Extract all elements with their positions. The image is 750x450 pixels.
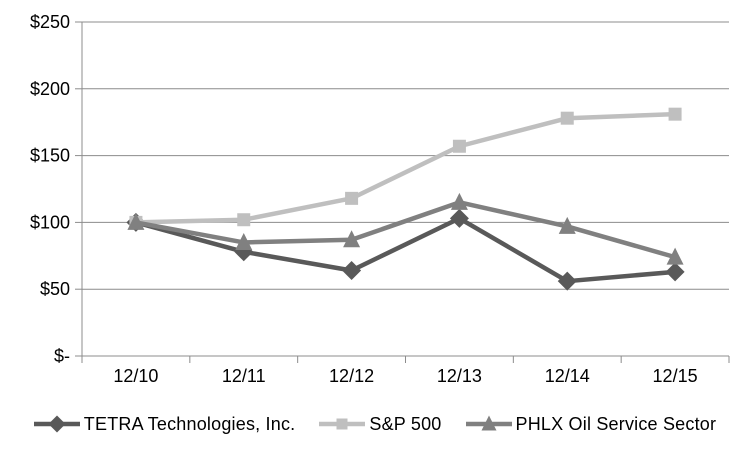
series-line-sp500: [133, 111, 678, 225]
y-tick-label: $200: [30, 79, 70, 99]
data-point-phlx-12/12: [343, 230, 361, 248]
legend-marker-triangle-icon: [465, 415, 512, 431]
x-tick-label: 12/10: [113, 366, 158, 386]
data-point-sp500-12/11: [237, 213, 251, 227]
y-tick-label: $-: [54, 346, 70, 366]
legend-item-tetra: TETRA Technologies, Inc.: [33, 413, 296, 435]
series-line-phlx: [133, 200, 678, 260]
legend-marker-diamond-icon: [33, 415, 80, 433]
y-tick-label: $50: [40, 279, 70, 299]
data-point-sp500-12/15: [668, 107, 682, 121]
data-point-phlx-12/11: [235, 232, 253, 250]
series-line-tetra: [133, 216, 678, 284]
y-tick-label: $150: [30, 146, 70, 166]
legend-item-phlx: PHLX Oil Service Sector: [465, 413, 717, 435]
legend-label-phlx: PHLX Oil Service Sector: [515, 413, 717, 434]
x-tick-label: 12/14: [545, 366, 590, 386]
x-tick-label: 12/15: [653, 366, 698, 386]
legend-label-sp500: S&P 500: [369, 413, 442, 434]
legend-glyph: [481, 415, 497, 431]
legend-item-sp500: S&P 500: [319, 414, 441, 435]
chart-svg: $250 $200 $150 $100 $50 $- 12/10 12/11 12/12 12/1…: [30, 12, 730, 386]
chart-legend: TETRA Technologies, Inc. S&P 500 PHLX Oi…: [0, 402, 750, 446]
x-tick-label: 12/12: [329, 366, 374, 386]
legend-marker-square-icon: [319, 418, 366, 430]
legend-label-tetra: TETRA Technologies, Inc.: [83, 413, 296, 434]
data-point-sp500-12/14: [560, 111, 574, 125]
legend-glyph: [48, 415, 66, 433]
y-tick-label: $250: [30, 12, 70, 32]
x-tick-label: 12/11: [222, 366, 266, 386]
data-point-sp500-12/13: [452, 139, 466, 153]
x-tick-label: 12/13: [437, 366, 482, 386]
data-point-phlx-12/14: [558, 216, 576, 234]
data-point-tetra-12/12: [342, 260, 362, 280]
data-point-phlx-12/10: [127, 212, 145, 230]
data-point-sp500-12/12: [345, 191, 359, 205]
data-point-tetra-12/14: [557, 271, 577, 291]
data-point-tetra-12/13: [449, 208, 469, 228]
data-point-tetra-12/15: [665, 262, 685, 282]
legend-glyph: [336, 418, 348, 430]
data-point-phlx-12/13: [450, 192, 468, 210]
data-point-phlx-12/15: [666, 247, 684, 265]
y-tick-label: $100: [30, 212, 70, 232]
